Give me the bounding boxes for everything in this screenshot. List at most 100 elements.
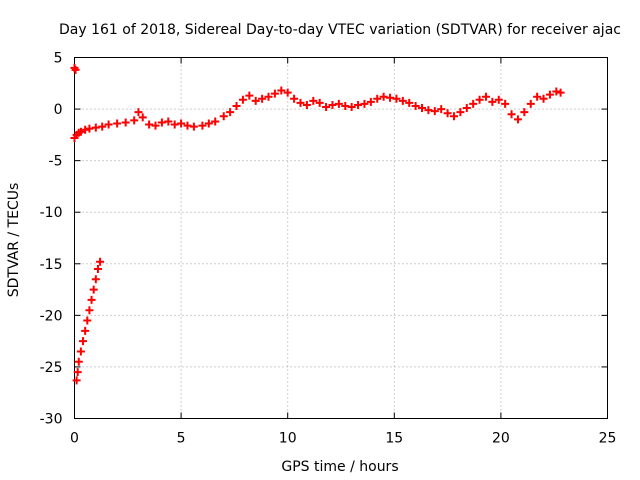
data-point [545,90,554,99]
data-point [366,97,375,106]
data-point [198,121,207,130]
data-point [386,93,395,102]
y-tick-label: -30 [40,412,63,428]
data-point [89,285,98,294]
data-point [347,103,356,112]
y-tick-label: -10 [40,205,63,221]
data-point [96,257,105,266]
series-SDTVAR-early [72,257,105,385]
data-point [373,94,382,103]
data-point [488,97,497,106]
data-point [296,98,305,107]
data-point [93,264,102,273]
data-point [533,92,542,101]
data-point [418,104,427,113]
data-point [424,106,433,115]
data-point [177,119,186,128]
data-point [264,92,273,101]
axis-ticks: 0 5 10 15 20 25 5 0 -5 -10 -15 -20 -25 -30 [40,51,617,447]
data-point [81,326,90,335]
data-point [328,100,337,109]
data-point [73,368,82,377]
data-point [456,108,465,117]
plot-frame [74,57,608,419]
data-point [283,88,292,97]
x-tick-label: 0 [70,431,79,447]
y-tick-label: -20 [40,308,63,324]
data-point [315,98,324,107]
data-point [398,96,407,105]
data-point [245,91,254,100]
data-point [469,99,478,108]
data-point [91,275,100,284]
data-point [405,98,414,107]
data-point [520,108,529,117]
data-point [71,65,80,74]
x-tick-label: 25 [599,431,617,447]
data-point [443,109,452,118]
series-SDTVAR [70,63,565,142]
data-points [70,63,565,385]
y-tick-label: 5 [54,51,63,67]
y-tick-label: -15 [40,257,63,273]
data-point [238,95,247,104]
data-point [556,88,565,97]
chart-title: Day 161 of 2018, Sidereal Day-to-day VTE… [59,22,621,38]
data-point [290,94,299,103]
data-point [379,92,388,101]
data-point [251,96,260,105]
data-point [91,123,100,132]
data-point [334,99,343,108]
data-point [232,101,241,110]
data-point [449,112,458,121]
data-point [134,108,143,117]
data-point [258,94,267,103]
data-point [302,100,311,109]
data-point [341,101,350,110]
data-point [475,95,484,104]
data-point [437,105,446,114]
data-point [277,86,286,95]
data-point [552,87,561,96]
data-point [130,116,139,125]
data-point [392,94,401,103]
data-point [72,376,81,385]
data-point [219,112,228,121]
data-point [138,113,147,122]
data-point [76,127,85,136]
y-tick-label: -25 [40,360,63,376]
data-point [164,117,173,126]
x-tick-label: 5 [177,431,186,447]
data-point [309,96,318,105]
data-point [322,103,331,112]
data-point [151,121,160,130]
data-point [87,295,96,304]
data-point [104,120,113,129]
data-point [183,121,192,130]
data-point [539,94,548,103]
data-point [411,101,420,110]
data-point [157,118,166,127]
x-tick-label: 20 [492,431,510,447]
data-point [79,337,88,346]
data-point [226,108,235,117]
data-point [145,120,154,129]
data-point [74,357,83,366]
grid-lines [74,57,608,419]
data-point [113,119,122,128]
data-point [189,122,198,131]
x-tick-label: 10 [279,431,297,447]
data-point [270,89,279,98]
data-point [81,125,90,134]
data-point [85,306,94,315]
data-point [507,110,516,119]
data-point [170,120,179,129]
y-axis-label: SDTVAR / TECUs [6,183,22,298]
data-point [211,117,220,126]
data-point [83,316,92,325]
y-tick-label: 0 [54,102,63,118]
data-point [513,115,522,124]
data-point [76,347,85,356]
